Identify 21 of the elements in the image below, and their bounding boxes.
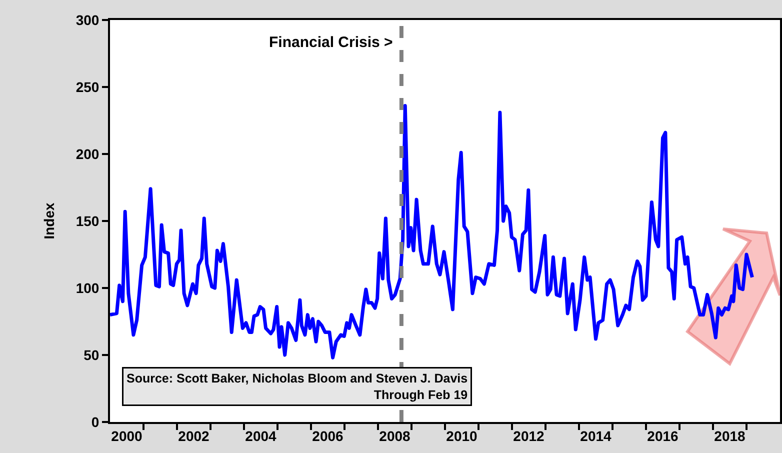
y-tick-label: 200 <box>76 146 100 162</box>
x-tick-label: 2000 <box>111 428 143 444</box>
y-tick-label: 250 <box>76 78 100 95</box>
y-tick-label: 300 <box>76 12 100 28</box>
y-tick-label: 100 <box>76 280 100 296</box>
y-tick-label: 150 <box>76 212 100 229</box>
line-series <box>110 104 754 360</box>
x-tick-label: 2008 <box>379 428 411 444</box>
x-tick-label: 2002 <box>178 428 210 444</box>
annotation: Source: Scott Baker, Nicholas Bloom and Steven J. Davis Through Feb 19 <box>126 372 468 402</box>
y-tick-label: 50 <box>84 346 100 363</box>
x-tick-label: 2004 <box>245 428 277 444</box>
x-tick-label: 2014 <box>580 428 612 444</box>
x-tick-label: 2012 <box>513 428 545 444</box>
y-tick-label: 0 <box>91 414 100 430</box>
ref-line-label: Financial Crisis > <box>269 34 394 51</box>
x-tick-label: 2006 <box>312 428 344 444</box>
x-tick-label: 2018 <box>714 428 746 444</box>
x-tick-label: 2010 <box>446 428 478 444</box>
x-tick-label: 2016 <box>647 428 679 444</box>
y-axis-title: Index <box>40 202 57 240</box>
